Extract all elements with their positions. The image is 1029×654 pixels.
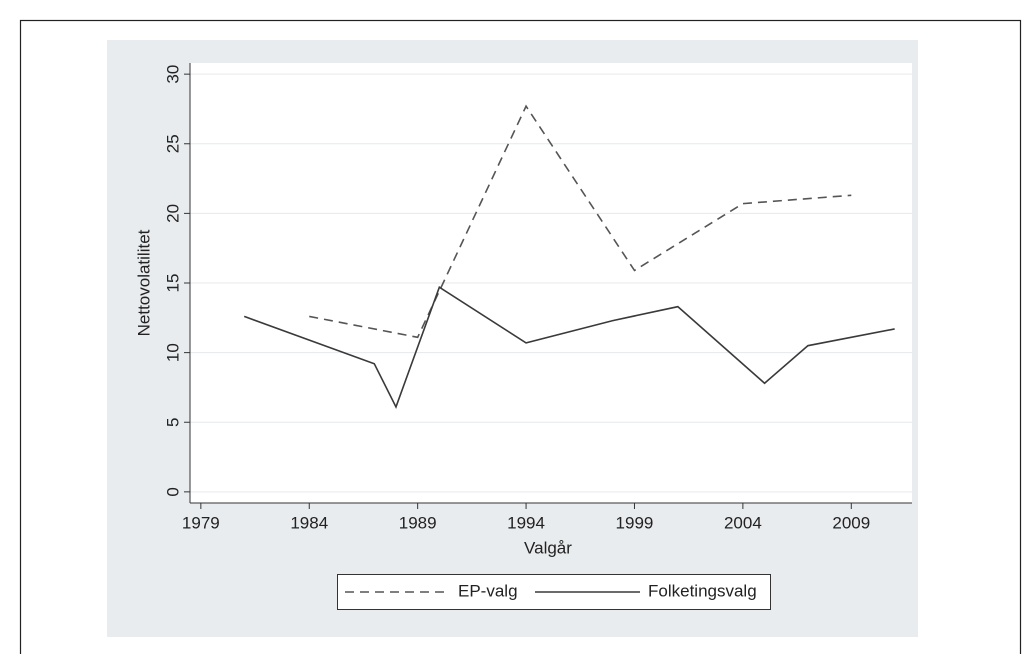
x-tick-label: 1979 [182, 513, 220, 532]
y-tick-label: 0 [163, 487, 182, 496]
x-tick-label: 1999 [616, 513, 654, 532]
x-tick-label: 2004 [724, 513, 762, 532]
legend-label: Folketingsvalg [648, 581, 757, 600]
x-tick-label: 2009 [832, 513, 870, 532]
legend-label: EP-valg [458, 581, 518, 600]
y-tick-label: 15 [163, 274, 182, 293]
x-tick-label: 1994 [507, 513, 545, 532]
y-tick-label: 25 [163, 134, 182, 153]
x-axis-title: Valgår [524, 538, 572, 557]
series-line [309, 104, 852, 339]
series-line [243, 285, 895, 409]
x-tick-label: 1989 [399, 513, 437, 532]
y-tick-label: 5 [163, 418, 182, 427]
y-tick-label: 20 [163, 204, 182, 223]
y-tick-label: 30 [163, 65, 182, 84]
x-tick-label: 1984 [290, 513, 328, 532]
y-tick-label: 10 [163, 343, 182, 362]
y-axis-title: Nettovolatilitet [134, 229, 153, 336]
